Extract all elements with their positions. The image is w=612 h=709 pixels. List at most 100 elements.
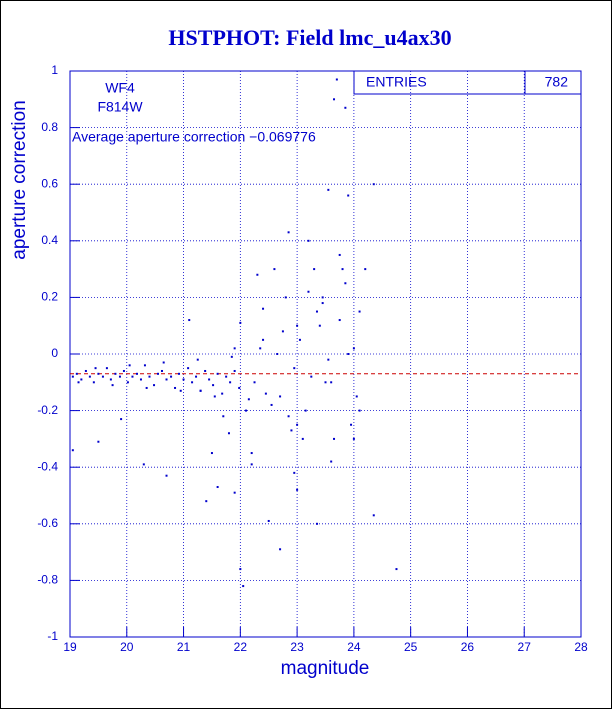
point bbox=[333, 98, 336, 101]
point bbox=[250, 463, 253, 466]
point bbox=[347, 194, 350, 197]
point bbox=[222, 415, 225, 418]
y-tick-label: 0.2 bbox=[41, 290, 58, 304]
y-tick-label: -0.2 bbox=[37, 403, 58, 417]
point bbox=[352, 347, 355, 350]
x-tick-label: 24 bbox=[347, 640, 361, 654]
point bbox=[253, 381, 256, 384]
point bbox=[279, 395, 282, 398]
point bbox=[109, 378, 112, 381]
point bbox=[162, 361, 165, 364]
point bbox=[296, 423, 299, 426]
x-tick-label: 28 bbox=[574, 640, 588, 654]
x-tick-label: 25 bbox=[404, 640, 418, 654]
point bbox=[321, 302, 324, 305]
point bbox=[178, 372, 181, 375]
point bbox=[250, 452, 253, 455]
point bbox=[350, 423, 353, 426]
point bbox=[126, 381, 129, 384]
point bbox=[165, 378, 168, 381]
y-tick-label: 0.4 bbox=[41, 233, 58, 247]
point bbox=[212, 384, 215, 387]
point bbox=[196, 358, 199, 361]
point bbox=[122, 369, 125, 372]
point bbox=[276, 353, 279, 355]
x-tick-label: 20 bbox=[120, 640, 134, 654]
point bbox=[94, 367, 97, 370]
point bbox=[120, 418, 123, 421]
x-tick-label: 22 bbox=[234, 640, 248, 654]
point bbox=[84, 369, 87, 372]
y-tick-label: -0.8 bbox=[37, 573, 58, 587]
point bbox=[157, 372, 160, 375]
point bbox=[208, 378, 211, 381]
point bbox=[358, 409, 361, 412]
point bbox=[324, 381, 327, 384]
point bbox=[105, 367, 108, 370]
point bbox=[287, 415, 290, 418]
x-axis-label: magnitude bbox=[281, 658, 370, 679]
point bbox=[77, 381, 80, 384]
point bbox=[210, 452, 213, 455]
point bbox=[315, 522, 318, 525]
point bbox=[204, 369, 207, 372]
point bbox=[227, 432, 230, 435]
point bbox=[259, 347, 262, 350]
point bbox=[335, 78, 338, 81]
stats-label: ENTRIES bbox=[366, 74, 427, 90]
point bbox=[165, 474, 168, 477]
point bbox=[80, 378, 83, 381]
point bbox=[238, 386, 241, 389]
point bbox=[199, 389, 202, 392]
point bbox=[355, 395, 358, 398]
point bbox=[298, 338, 301, 341]
point bbox=[239, 568, 242, 571]
x-tick-label: 26 bbox=[461, 640, 475, 654]
x-tick-label: 27 bbox=[518, 640, 532, 654]
point bbox=[230, 355, 233, 358]
point bbox=[118, 375, 121, 378]
point bbox=[372, 514, 375, 517]
point bbox=[114, 372, 117, 375]
point bbox=[290, 429, 293, 432]
point bbox=[233, 491, 236, 494]
point bbox=[153, 384, 156, 387]
y-tick-label: 0 bbox=[51, 346, 58, 360]
chart-title: HSTPHOT: Field lmc_u4ax30 bbox=[168, 25, 451, 50]
y-tick-label: 0.6 bbox=[41, 176, 58, 190]
x-tick-label: 23 bbox=[290, 640, 304, 654]
annotation: WF4 bbox=[105, 80, 135, 96]
point bbox=[182, 378, 185, 381]
point bbox=[128, 364, 131, 367]
point bbox=[262, 307, 265, 310]
point bbox=[135, 372, 138, 375]
point bbox=[101, 375, 104, 378]
point bbox=[229, 381, 232, 384]
point bbox=[293, 367, 296, 370]
point bbox=[281, 330, 284, 333]
point bbox=[191, 381, 194, 384]
y-tick-label: -0.4 bbox=[37, 459, 58, 473]
y-tick-label: 0.8 bbox=[41, 120, 58, 134]
point bbox=[148, 375, 151, 378]
point bbox=[296, 324, 299, 327]
point bbox=[145, 386, 148, 389]
point bbox=[143, 364, 146, 367]
point bbox=[338, 253, 341, 256]
point bbox=[221, 392, 224, 395]
stats-value: 782 bbox=[545, 74, 569, 90]
x-tick-label: 21 bbox=[177, 640, 191, 654]
y-tick-label: 1 bbox=[51, 63, 58, 77]
point bbox=[330, 460, 333, 463]
point bbox=[225, 375, 228, 378]
point bbox=[97, 440, 100, 443]
point bbox=[352, 437, 355, 440]
point bbox=[333, 437, 336, 440]
point bbox=[321, 296, 324, 299]
point bbox=[188, 319, 191, 322]
point bbox=[330, 381, 333, 384]
point bbox=[296, 488, 299, 491]
point bbox=[160, 369, 163, 372]
y-axis-label: aperture correction bbox=[9, 100, 30, 259]
point bbox=[315, 310, 318, 313]
